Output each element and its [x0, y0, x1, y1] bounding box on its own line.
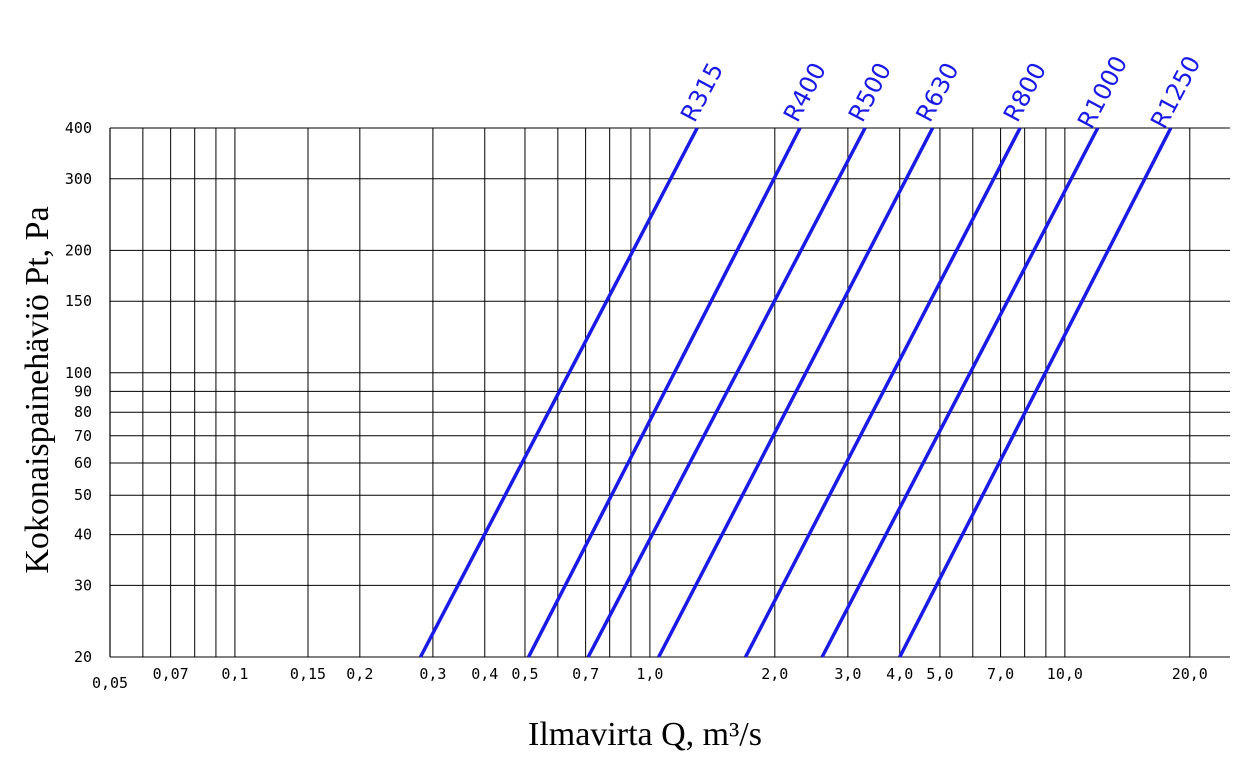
series-lines [418, 127, 1173, 658]
x-tick-label: 0,3 [419, 665, 446, 683]
x-axis-title: Ilmavirta Q, m³/s [528, 716, 762, 753]
y-tick-label: 40 [74, 526, 92, 544]
series-label: R1000 [1072, 51, 1133, 133]
x-tick-label: 0,07 [153, 665, 189, 683]
series-line [657, 127, 935, 658]
series-line [743, 127, 1022, 658]
x-tick-label: 0,1 [221, 665, 248, 683]
y-tick-label: 80 [74, 403, 92, 421]
x-tick-label: 10,0 [1047, 665, 1083, 683]
series-label: R800 [998, 58, 1052, 126]
series-label: R500 [843, 58, 897, 126]
series-label: R315 [675, 58, 729, 126]
y-tick-label: 150 [65, 292, 92, 310]
y-tick-label: 200 [65, 241, 92, 259]
x-tick-label: 0,4 [471, 665, 498, 683]
y-tick-label: 90 [74, 382, 92, 400]
x-tick-label: 0,15 [290, 665, 326, 683]
y-tick-label: 60 [74, 454, 92, 472]
x-tick-label: 1,0 [636, 665, 663, 683]
series-labels: R315 R400 R500 R630 R800 R1000 R1250 [675, 51, 1206, 133]
x-tick-label: 0,2 [346, 665, 373, 683]
series-line [586, 127, 867, 658]
x-tick-label: 0,5 [511, 665, 538, 683]
x-tick-label: 0,05 [92, 674, 128, 692]
y-tick-label: 30 [74, 576, 92, 594]
x-tick-label: 0,7 [572, 665, 599, 683]
series-line [820, 127, 1100, 658]
series-label: R630 [910, 58, 964, 126]
x-tick-label: 2,0 [761, 665, 788, 683]
grid [109, 127, 1230, 658]
y-tick-label: 20 [74, 648, 92, 666]
y-axis-title: Kokonaispainehäviö Pt, Pa [19, 206, 56, 573]
x-tick-label: 7,0 [987, 665, 1014, 683]
y-tick-label: 70 [74, 427, 92, 445]
y-tick-label: 300 [65, 170, 92, 188]
x-tick-label: 20,0 [1172, 665, 1208, 683]
x-tick-label: 5,0 [926, 665, 953, 683]
series-line [418, 127, 699, 658]
x-tick-label: 4,0 [886, 665, 913, 683]
series-label: R400 [778, 58, 832, 126]
y-tick-label: 100 [65, 364, 92, 382]
y-tick-label: 50 [74, 486, 92, 504]
x-tick-labels: 0,05 0,07 0,1 0,15 0,2 0,3 0,4 0,5 0,7 1,0 2,0 3,0 4… [92, 665, 1208, 692]
series-label: R1250 [1145, 51, 1206, 133]
series-line [526, 127, 802, 658]
y-tick-label: 400 [65, 119, 92, 137]
x-tick-label: 3,0 [834, 665, 861, 683]
series-line [898, 127, 1173, 658]
